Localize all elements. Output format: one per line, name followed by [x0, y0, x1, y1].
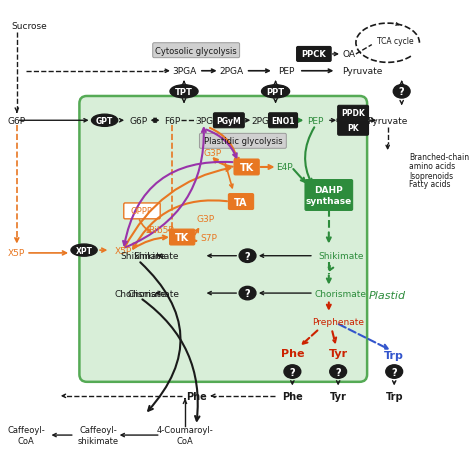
Ellipse shape: [262, 86, 290, 99]
FancyBboxPatch shape: [228, 194, 254, 210]
Text: Shikimate: Shikimate: [120, 252, 166, 261]
Text: OA: OA: [343, 50, 356, 60]
Text: Caffeoyl-
shikimate: Caffeoyl- shikimate: [78, 426, 118, 445]
FancyBboxPatch shape: [213, 114, 244, 129]
Ellipse shape: [393, 85, 410, 99]
Text: G6P: G6P: [8, 117, 26, 126]
Text: Isoprenoids: Isoprenoids: [409, 171, 453, 180]
Text: Phe: Phe: [186, 391, 207, 401]
Text: PEP: PEP: [279, 67, 295, 76]
FancyBboxPatch shape: [337, 121, 368, 136]
FancyBboxPatch shape: [124, 204, 160, 219]
Text: G6P: G6P: [129, 117, 147, 126]
Text: Fatty acids: Fatty acids: [409, 180, 451, 189]
Text: Rib5P: Rib5P: [148, 226, 173, 235]
Text: TA: TA: [234, 197, 248, 207]
Text: OPPP: OPPP: [131, 207, 153, 216]
Text: Chorismate: Chorismate: [315, 289, 367, 298]
Text: 3PGA: 3PGA: [195, 117, 219, 126]
Ellipse shape: [170, 86, 198, 99]
Text: G3P: G3P: [204, 149, 222, 158]
Text: DAHP
synthase: DAHP synthase: [306, 186, 352, 205]
Ellipse shape: [71, 245, 97, 257]
Text: PK: PK: [347, 124, 359, 133]
Text: ?: ?: [245, 251, 250, 261]
Text: ?: ?: [245, 288, 250, 298]
FancyBboxPatch shape: [80, 97, 367, 382]
Text: 2PGA: 2PGA: [219, 67, 244, 76]
Text: TCA cycle: TCA cycle: [377, 37, 413, 46]
Text: PPDK: PPDK: [341, 109, 365, 118]
Text: 4-Coumaroyl-
CoA: 4-Coumaroyl- CoA: [156, 426, 213, 445]
FancyBboxPatch shape: [153, 44, 239, 59]
Ellipse shape: [386, 365, 402, 378]
Text: X5P: X5P: [115, 246, 132, 255]
Ellipse shape: [330, 365, 346, 378]
Ellipse shape: [284, 365, 301, 378]
Ellipse shape: [91, 115, 118, 127]
Text: PGyM: PGyM: [217, 117, 241, 126]
Text: 3PGA: 3PGA: [172, 67, 196, 76]
Text: PPCK: PPCK: [301, 50, 326, 60]
Text: Tyr: Tyr: [328, 348, 348, 358]
Text: Trp: Trp: [384, 350, 404, 360]
Text: ?: ?: [290, 367, 295, 377]
FancyBboxPatch shape: [200, 134, 286, 149]
Text: Shikimate: Shikimate: [134, 252, 179, 261]
Text: Prephenate: Prephenate: [312, 317, 364, 326]
Text: S7P: S7P: [201, 233, 218, 242]
Text: Pyruvate: Pyruvate: [367, 117, 408, 126]
Text: ENO1: ENO1: [271, 117, 295, 126]
Text: 2PGA: 2PGA: [251, 117, 275, 126]
Text: Chorismate: Chorismate: [128, 289, 179, 298]
Text: GPT: GPT: [96, 117, 113, 126]
Text: Sucrose: Sucrose: [11, 22, 47, 31]
Text: PPT: PPT: [266, 88, 284, 97]
Text: F6P: F6P: [164, 117, 180, 126]
Text: ?: ?: [399, 87, 404, 97]
Text: PEP: PEP: [308, 117, 324, 126]
Text: Phe: Phe: [281, 348, 304, 358]
Text: Cytosolic glycolysis: Cytosolic glycolysis: [155, 47, 237, 56]
Text: ?: ?: [392, 367, 397, 377]
Text: TK: TK: [175, 233, 189, 243]
Text: Chorismate: Chorismate: [114, 289, 166, 298]
Text: Trp: Trp: [385, 391, 403, 401]
Text: Phe: Phe: [282, 391, 303, 401]
Text: Plastid: Plastid: [369, 290, 406, 300]
Text: X5P: X5P: [8, 249, 26, 258]
FancyBboxPatch shape: [234, 159, 259, 176]
Text: amino acids: amino acids: [409, 161, 456, 170]
Text: TPT: TPT: [175, 88, 193, 97]
FancyBboxPatch shape: [297, 48, 331, 62]
Text: Caffeoyl-
CoA: Caffeoyl- CoA: [7, 426, 45, 445]
Text: ?: ?: [335, 367, 341, 377]
FancyBboxPatch shape: [305, 180, 353, 211]
FancyBboxPatch shape: [269, 114, 298, 129]
Text: Plastidic glycolysis: Plastidic glycolysis: [203, 137, 282, 146]
Text: Shikimate: Shikimate: [318, 252, 364, 261]
Ellipse shape: [239, 287, 256, 300]
FancyBboxPatch shape: [337, 106, 368, 121]
Ellipse shape: [239, 249, 256, 263]
Text: G3P: G3P: [196, 214, 215, 223]
Text: TK: TK: [239, 163, 254, 173]
Text: XPT: XPT: [75, 246, 92, 255]
FancyBboxPatch shape: [170, 229, 195, 246]
Text: Tyr: Tyr: [330, 391, 346, 401]
Text: Branched-chain: Branched-chain: [409, 153, 469, 162]
Text: E4P: E4P: [277, 163, 293, 172]
Text: Pyruvate: Pyruvate: [342, 67, 383, 76]
